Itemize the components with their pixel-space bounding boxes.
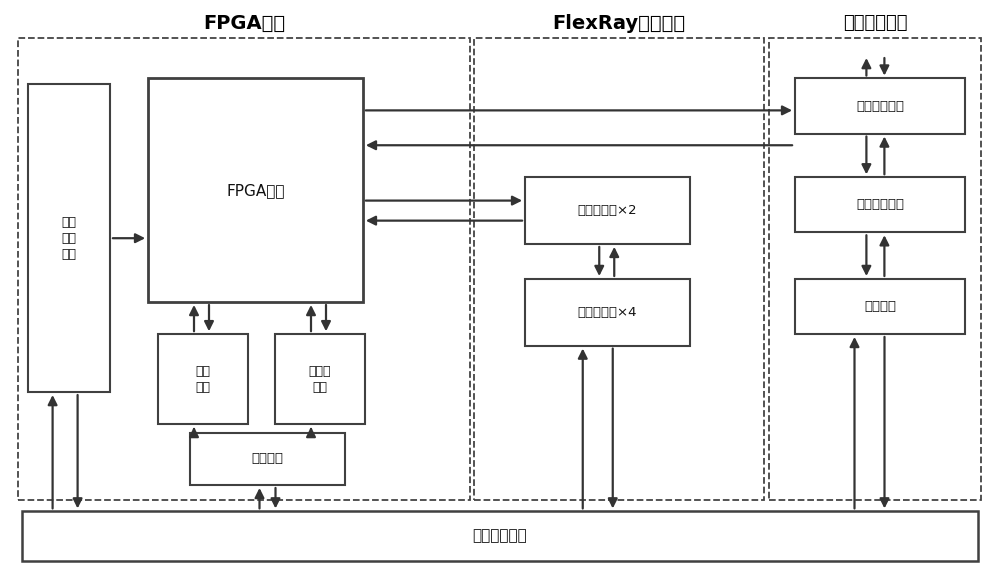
Bar xyxy=(28,84,110,392)
Text: 存储器
电路: 存储器 电路 xyxy=(309,365,331,393)
Bar xyxy=(275,334,365,424)
Bar xyxy=(525,279,690,346)
Bar xyxy=(22,511,978,561)
Bar xyxy=(148,78,363,302)
Text: FPGA单元: FPGA单元 xyxy=(203,14,285,33)
Text: 串行接口单元: 串行接口单元 xyxy=(843,15,907,32)
Bar xyxy=(18,38,470,500)
Bar xyxy=(795,78,965,134)
Text: 电源电路: 电源电路 xyxy=(252,453,284,465)
Text: 接口电路: 接口电路 xyxy=(864,300,896,313)
Bar xyxy=(190,433,345,485)
Text: 电平转换电路: 电平转换电路 xyxy=(856,198,904,211)
Bar xyxy=(474,38,764,500)
Text: 通信控制器×2: 通信控制器×2 xyxy=(578,204,637,217)
Bar xyxy=(795,177,965,232)
Text: 外部连接接口: 外部连接接口 xyxy=(473,529,527,543)
Bar xyxy=(525,177,690,244)
Text: FlexRay通信单元: FlexRay通信单元 xyxy=(552,14,686,33)
Text: FPGA芯片: FPGA芯片 xyxy=(226,183,285,198)
Text: 时钟
电路: 时钟 电路 xyxy=(196,365,210,393)
Bar xyxy=(795,279,965,334)
Text: 总线驱动器×4: 总线驱动器×4 xyxy=(578,306,637,319)
Text: 调试
接口
电路: 调试 接口 电路 xyxy=(62,216,76,261)
Text: 设备驱动电路: 设备驱动电路 xyxy=(856,99,904,113)
Bar xyxy=(769,38,981,500)
Bar xyxy=(158,334,248,424)
